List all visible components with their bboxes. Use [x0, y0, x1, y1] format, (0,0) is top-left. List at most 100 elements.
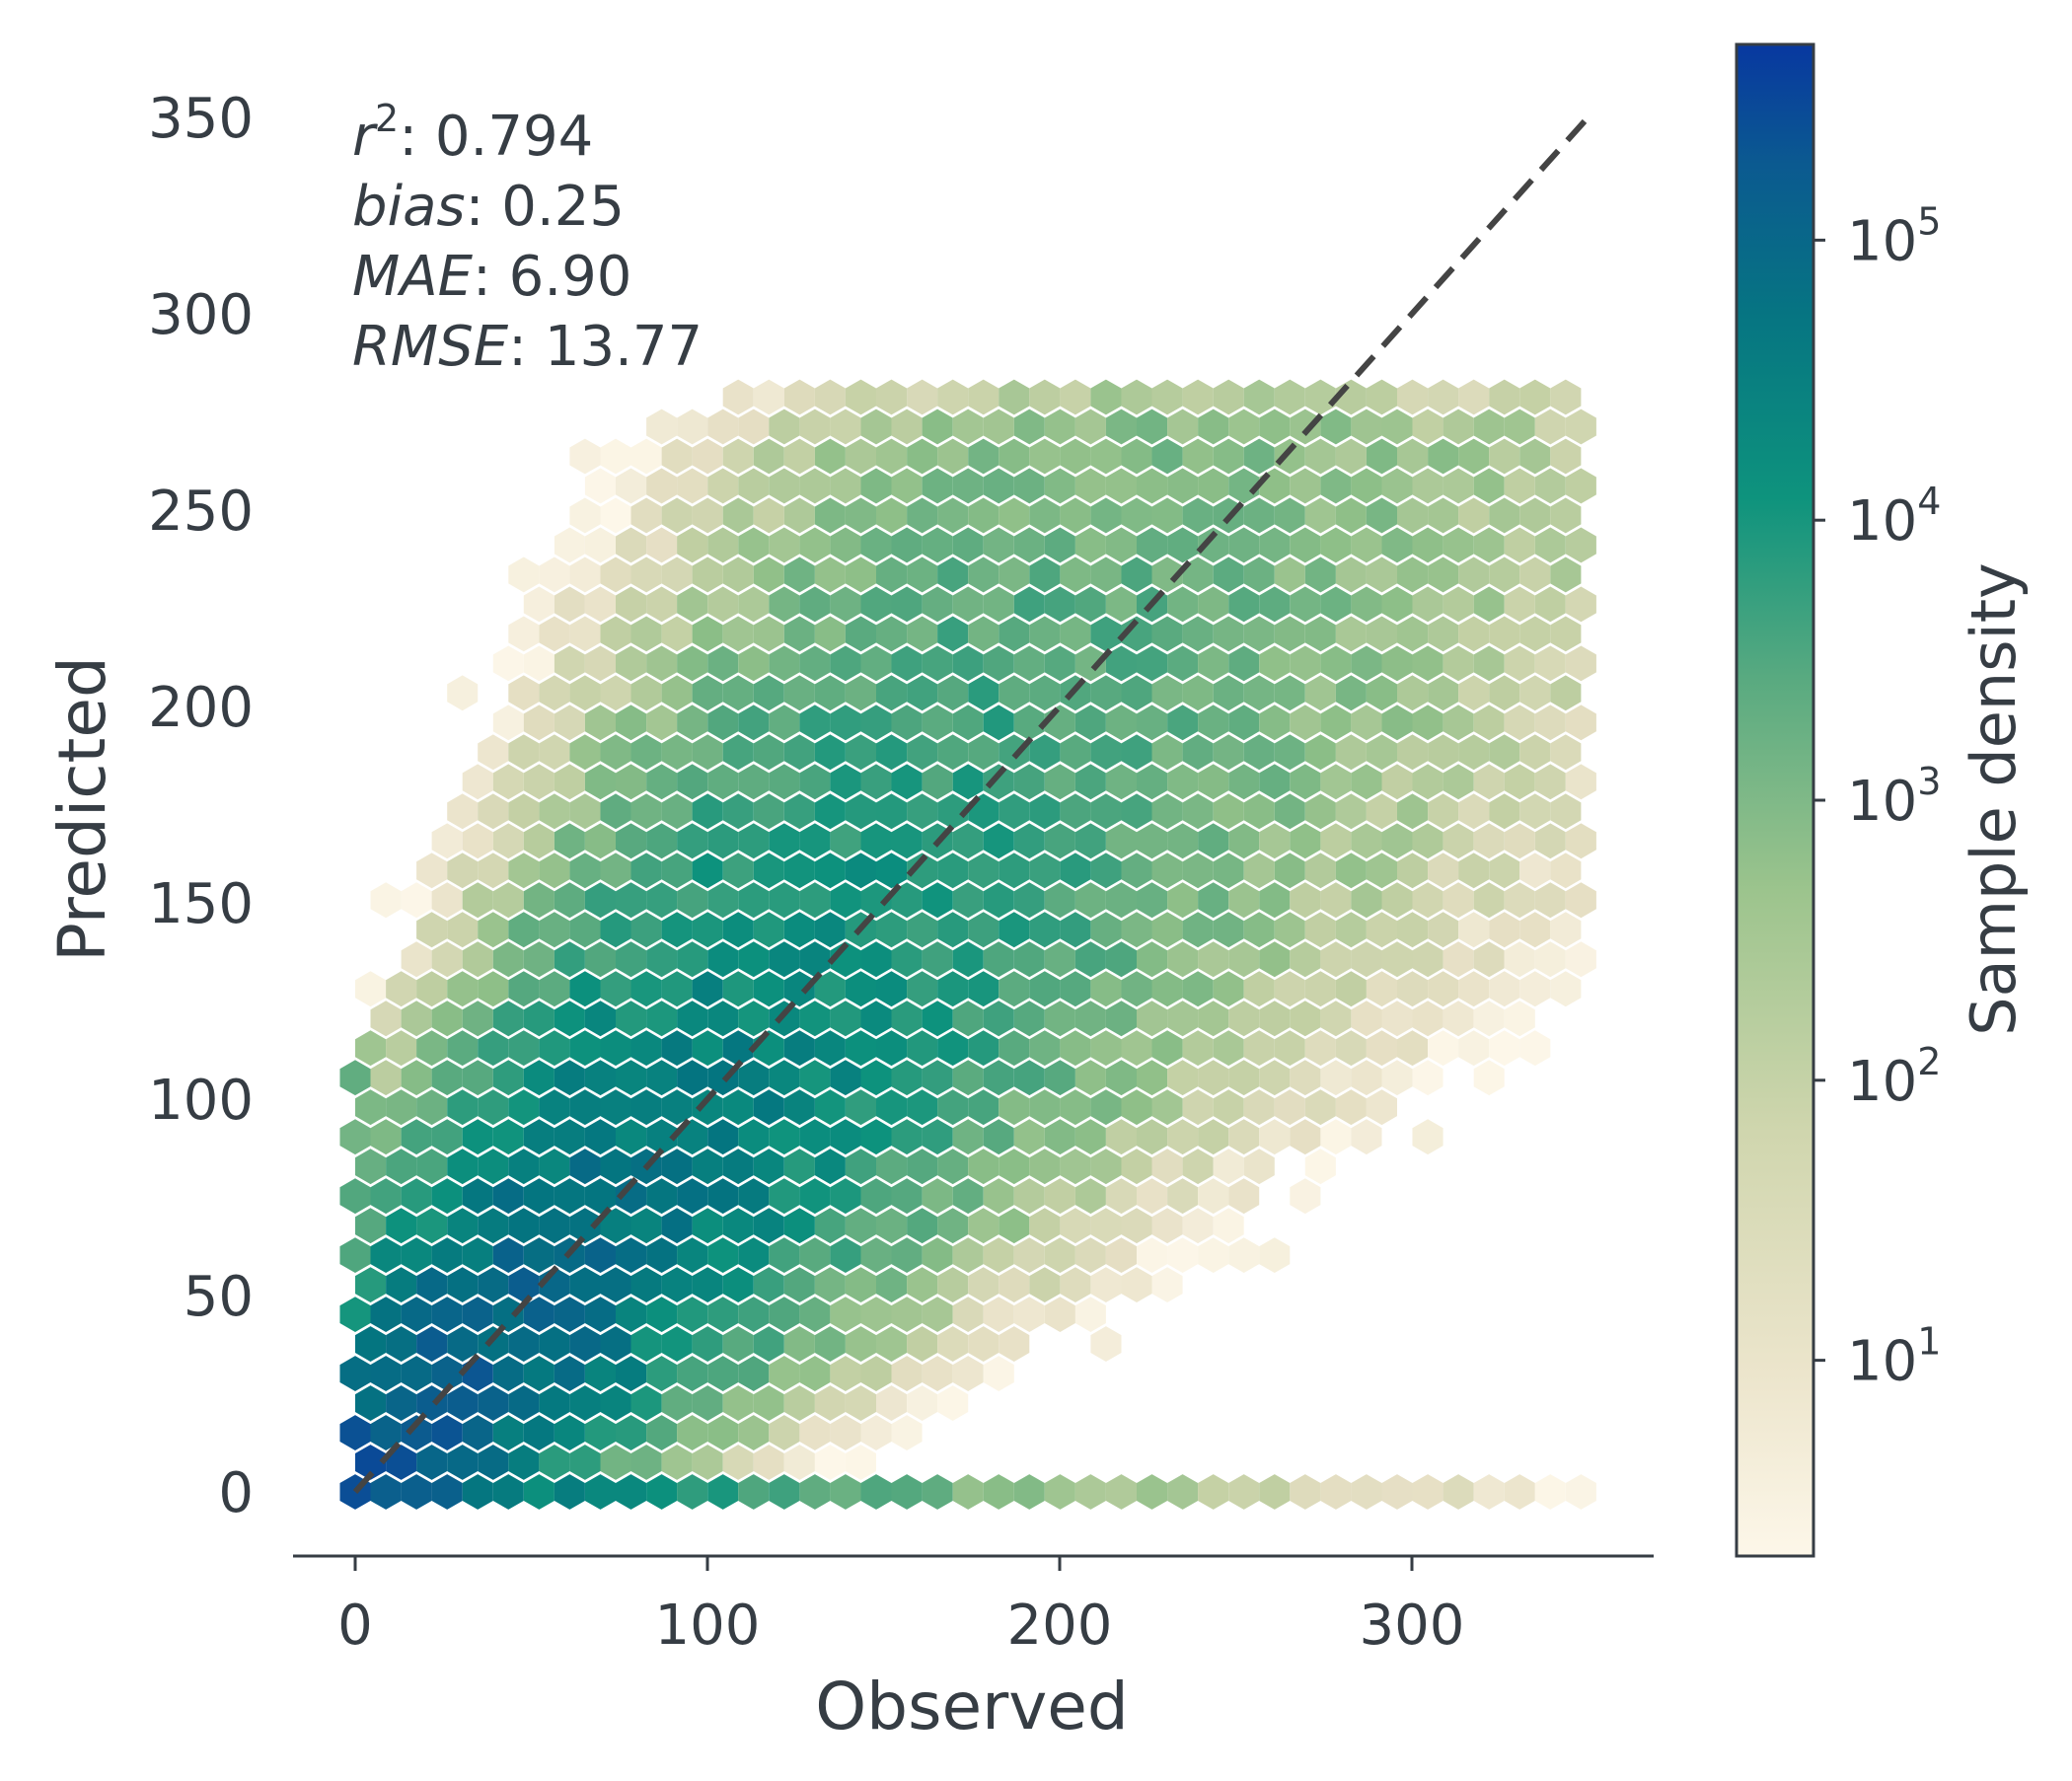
hexbin-cell: [1090, 1267, 1122, 1302]
hexbin-cell: [1259, 764, 1291, 800]
hexbin-cell: [1060, 497, 1091, 534]
hexbin-cell: [1167, 1060, 1199, 1096]
hexbin-cell: [830, 705, 861, 741]
hexbin-cell: [1534, 586, 1566, 623]
hexbin-cell: [677, 527, 708, 563]
hexbin-cell: [753, 438, 784, 475]
hexbin-cell: [492, 882, 524, 919]
hexbin-cell: [692, 1208, 723, 1244]
hexbin-cell: [907, 1326, 938, 1362]
hexbin-cell: [1243, 438, 1275, 475]
hexbin-cell: [922, 1356, 953, 1391]
hexbin-cell: [1550, 616, 1582, 652]
hexbin-cell: [1304, 734, 1336, 771]
hexbin-cell: [661, 497, 693, 534]
stat-line: RMSE: 13.77: [352, 315, 703, 379]
hexbin-cell: [1198, 1178, 1229, 1215]
hexbin-cell: [646, 1060, 678, 1096]
hexbin-cell: [799, 1060, 831, 1096]
hexbin-cell: [1504, 527, 1535, 563]
hexbin-cell: [569, 1326, 601, 1362]
hexbin-cell: [616, 645, 647, 682]
hexbin-cell: [783, 1089, 815, 1126]
hexbin-cell: [1412, 1119, 1443, 1155]
hexbin-cell: [1074, 705, 1106, 741]
hexbin-cell: [1090, 734, 1122, 771]
hexbin-cell: [952, 1001, 984, 1037]
hexbin-cell: [1473, 645, 1505, 682]
hexbin-cell: [370, 1001, 402, 1037]
hexbin-cell: [1534, 882, 1566, 919]
hexbin-cell: [860, 705, 892, 741]
hexbin-cell: [769, 468, 800, 504]
hexbin-cell: [799, 1474, 831, 1510]
hexbin-cell: [937, 853, 969, 889]
hexbin-cell: [584, 527, 616, 563]
hexbin-cell: [814, 1149, 846, 1185]
hexbin-cell: [462, 882, 493, 919]
hexbin-cell: [1044, 586, 1075, 623]
hexbin-cell: [1074, 586, 1106, 623]
hexbin-cell: [907, 1089, 938, 1126]
hexbin-cell: [769, 1297, 800, 1332]
hexbin-cell: [539, 734, 570, 771]
hexbin-cell: [600, 1326, 631, 1362]
hexbin-cell: [753, 1326, 784, 1362]
hexbin-cell: [370, 882, 402, 919]
hexbin-cell: [339, 1356, 371, 1391]
hexbin-cell: [569, 1267, 601, 1302]
hexbin-cell: [968, 497, 999, 534]
hexbin-cell: [1121, 971, 1152, 1007]
hexbin-cell: [554, 1001, 585, 1037]
y-tick-label: 50: [184, 1265, 254, 1329]
hexbin-cell: [999, 557, 1030, 593]
hexbin-cell: [707, 764, 739, 800]
hexbin-cell: [600, 675, 631, 711]
hexbin-cell: [1121, 1267, 1152, 1302]
hexbin-cell: [492, 1415, 524, 1450]
hexbin-cell: [968, 853, 999, 889]
hexbin-cell: [661, 1385, 693, 1421]
hexbin-cell: [1151, 971, 1183, 1007]
hexbin-cell: [616, 1001, 647, 1037]
hexbin-cell: [999, 497, 1030, 534]
hexbin-cell: [1351, 764, 1382, 800]
hexbin-cell: [830, 823, 861, 859]
hexbin-cell: [891, 408, 923, 445]
hexbin-cell: [569, 734, 601, 771]
hexbin-cell: [1213, 1149, 1244, 1185]
hexbin-cell: [646, 1001, 678, 1037]
hexbin-cell: [1489, 438, 1520, 475]
hexbin-cell: [968, 379, 999, 415]
hexbin-cell: [876, 675, 908, 711]
hexbin-cell: [584, 645, 616, 682]
hexbin-cell: [616, 1119, 647, 1155]
hexbin-cell: [1320, 645, 1352, 682]
hexbin-cell: [1074, 468, 1106, 504]
hexbin-cell: [799, 882, 831, 919]
hexbin-cell: [677, 941, 708, 978]
hexbin-cell: [1228, 1119, 1260, 1155]
hexbin-cell: [569, 1208, 601, 1244]
hexbin-cell: [539, 675, 570, 711]
hexbin-cell: [814, 497, 846, 534]
hexbin-cell: [922, 645, 953, 682]
hexbin-cell: [783, 1445, 815, 1480]
hexbin-cell: [1290, 1474, 1321, 1510]
hexbin-cell: [677, 468, 708, 504]
hexbin-cell: [646, 527, 678, 563]
hexbin-cell: [600, 1445, 631, 1480]
hexbin-cell: [845, 557, 876, 593]
hexbin-cell: [661, 793, 693, 830]
hexbin-cell: [1151, 1149, 1183, 1185]
hexbin-cell: [1029, 734, 1061, 771]
hexbin-cell: [1029, 1030, 1061, 1067]
hexbin-cell: [1243, 1089, 1275, 1126]
hexbin-cell: [1565, 764, 1596, 800]
hexbin-cell: [860, 1415, 892, 1450]
hexbin-cell: [616, 823, 647, 859]
hexbin-cell: [1304, 616, 1336, 652]
hexbin-cell: [1074, 527, 1106, 563]
hexbin-cell: [569, 912, 601, 948]
